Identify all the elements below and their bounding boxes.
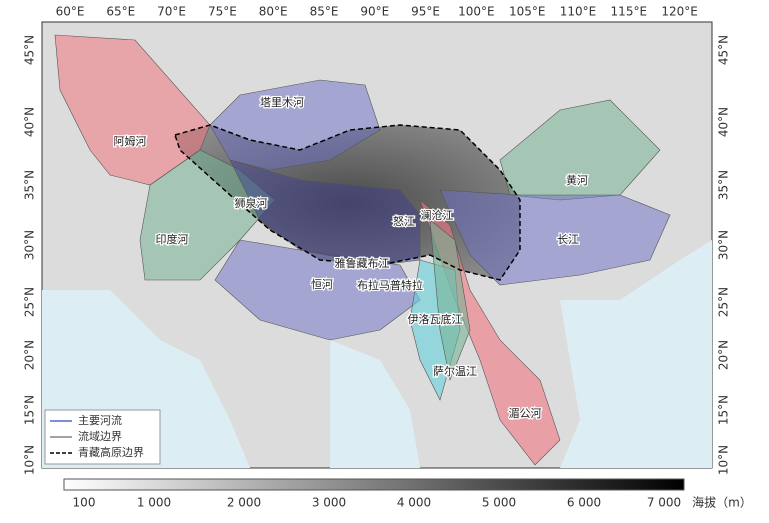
river-label: 怒江 bbox=[393, 214, 415, 228]
river-label: 黄河 bbox=[566, 173, 588, 187]
river-label: 塔里木河 bbox=[260, 96, 304, 109]
colorbar-label: 4 000 bbox=[397, 496, 431, 510]
lon-label: 110°E bbox=[560, 5, 597, 19]
river-label: 雅鲁藏布江 bbox=[335, 256, 390, 270]
lat-label-left: 25°N bbox=[23, 287, 37, 317]
lon-label: 75°E bbox=[208, 5, 237, 19]
river-label: 湄公河 bbox=[509, 407, 542, 420]
plateau-boundary bbox=[174, 124, 521, 281]
lon-label: 80°E bbox=[259, 5, 288, 19]
colorbar bbox=[63, 478, 685, 491]
colorbar-title: 海拔（m） bbox=[692, 495, 752, 510]
lon-label: 115°E bbox=[611, 5, 648, 19]
river-label: 阿姆河 bbox=[114, 134, 147, 148]
colorbar-label: 1 000 bbox=[137, 496, 171, 510]
river-label: 伊洛瓦底江 bbox=[408, 312, 463, 326]
lon-label: 90°E bbox=[360, 5, 389, 19]
lat-label-left: 30°N bbox=[23, 230, 37, 260]
lat-label-left: 40°N bbox=[23, 107, 37, 137]
lat-label-right: 10°N bbox=[717, 445, 731, 475]
lat-label-left: 15°N bbox=[23, 395, 37, 425]
basins bbox=[54, 34, 671, 466]
lat-label-right: 30°N bbox=[717, 230, 731, 260]
lat-label-right: 20°N bbox=[717, 340, 731, 370]
lat-label-left: 35°N bbox=[23, 170, 37, 200]
river-label: 恒河 bbox=[311, 278, 333, 291]
lon-label: 65°E bbox=[106, 5, 135, 19]
lon-label: 60°E bbox=[56, 5, 85, 19]
lat-label-left: 45°N bbox=[23, 35, 37, 65]
lon-label: 120°E bbox=[661, 5, 698, 19]
legend-label: 流域边界 bbox=[78, 429, 122, 443]
river-label: 萨尔温江 bbox=[433, 365, 477, 378]
colorbar-label: 6 000 bbox=[567, 496, 601, 510]
colorbar-label: 3 000 bbox=[312, 496, 346, 510]
colorbar-label: 2 000 bbox=[227, 496, 261, 510]
river-label: 印度河 bbox=[156, 232, 189, 246]
legend-label: 青藏高原边界 bbox=[78, 445, 144, 459]
lon-label: 100°E bbox=[458, 5, 495, 19]
colorbar-label: 7 000 bbox=[647, 496, 681, 510]
river-label: 澜沧江 bbox=[421, 208, 454, 222]
lon-label: 85°E bbox=[310, 5, 339, 19]
lon-label: 95°E bbox=[411, 5, 440, 19]
lon-label: 105°E bbox=[509, 5, 546, 19]
lat-label-left: 20°N bbox=[23, 340, 37, 370]
lat-label-right: 40°N bbox=[717, 107, 731, 137]
lat-label-left: 10°N bbox=[23, 445, 37, 475]
river-label: 长江 bbox=[557, 233, 579, 246]
lat-label-right: 45°N bbox=[717, 35, 731, 65]
river-label: 狮泉河 bbox=[235, 196, 268, 210]
legend-label: 主要河流 bbox=[78, 413, 122, 427]
lat-label-right: 25°N bbox=[717, 287, 731, 317]
colorbar-label: 100 bbox=[73, 496, 96, 510]
legend bbox=[44, 409, 161, 465]
lat-label-right: 35°N bbox=[717, 170, 731, 200]
colorbar-label: 5 000 bbox=[482, 496, 516, 510]
river-label: 布拉马普特拉 bbox=[357, 278, 423, 292]
lat-label-right: 15°N bbox=[717, 395, 731, 425]
lon-label: 70°E bbox=[157, 5, 186, 19]
